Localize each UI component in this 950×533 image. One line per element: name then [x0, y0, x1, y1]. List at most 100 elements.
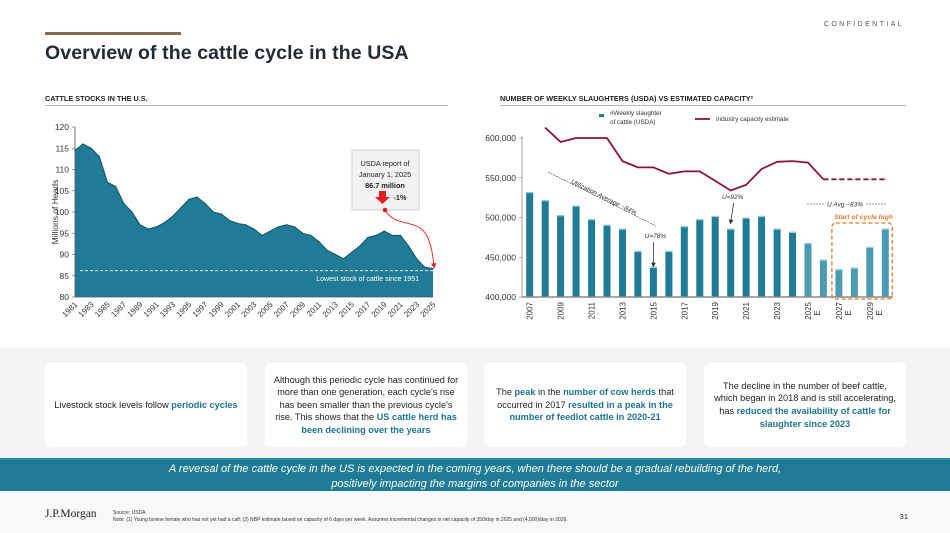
- capacity-point-2028E: [853, 178, 855, 180]
- highlighted-text: resulted in a peak in the number of feed…: [509, 399, 673, 423]
- card-text: Although this periodic cycle has continu…: [273, 374, 459, 437]
- highlighted-text: US cattle herd has been declining over t…: [301, 412, 457, 435]
- data-point-1998: [212, 211, 214, 213]
- bar-2014: [634, 250, 642, 297]
- capacity-point-2030E: [884, 178, 886, 180]
- bar-top-highlight: [619, 228, 626, 230]
- bar-top-highlight: [526, 192, 534, 194]
- y-tick-label: 90: [60, 250, 70, 260]
- y-tick-label: 105: [55, 186, 69, 196]
- y-tick-label: 100: [55, 207, 69, 217]
- y-axis-label: Millions of Heads: [50, 180, 60, 245]
- data-point-2022: [408, 245, 410, 247]
- y-tick-label: 120: [55, 122, 69, 132]
- data-point-1982: [82, 143, 84, 145]
- data-point-1991: [155, 226, 157, 228]
- x-tick-estimate-suffix: E: [813, 310, 822, 315]
- x-tick-label: 2011: [588, 301, 597, 319]
- x-tick-label: 2001: [223, 300, 242, 319]
- bar-2027E: [835, 269, 843, 297]
- right-chart-title: NUMBER OF WEEKLY SLAUGHTERS (USDA) VS ES…: [500, 94, 906, 106]
- bar-2013: [619, 228, 626, 297]
- x-tick-label: 2021: [742, 301, 751, 319]
- data-point-1996: [196, 196, 198, 198]
- utilization-average-line: [547, 171, 657, 227]
- bar-top-highlight: [819, 259, 827, 261]
- bar-2020: [727, 228, 735, 297]
- banner-line-1: A reversal of the cattle cycle in the US…: [168, 463, 782, 475]
- confidential-label: CONFIDENTIAL: [823, 21, 904, 28]
- data-point-1992: [163, 222, 166, 224]
- bar-2019: [711, 215, 719, 297]
- conclusion-banner: A reversal of the cattle cycle in the US…: [0, 458, 950, 491]
- x-tick-label: 2027: [835, 301, 844, 319]
- capacity-point-2027E: [838, 178, 840, 180]
- capacity-point-2013: [622, 160, 623, 162]
- bar-top-highlight: [680, 226, 688, 228]
- title-accent-bar: [45, 32, 181, 35]
- utilization-2015-label: U=78%: [645, 233, 667, 240]
- capacity-point-2019: [714, 180, 716, 182]
- bar-top-highlight: [588, 219, 596, 221]
- bar-2018: [696, 219, 704, 297]
- bar-2028E: [850, 267, 858, 297]
- legend-line-label: Industry capacity estimate: [716, 116, 789, 123]
- capacity-point-2017: [683, 170, 685, 172]
- charts-canvas: 8085909510010511011512019811983198519871…: [50, 110, 893, 320]
- capacity-point-2014: [637, 166, 639, 168]
- data-point-2012: [326, 249, 328, 251]
- x-tick-label: 1991: [142, 300, 161, 319]
- data-point-1983: [90, 147, 92, 149]
- bar-2007: [526, 192, 534, 297]
- data-point-1999: [220, 213, 223, 215]
- source-note: Source: USDA Note: (1) Young bovine fema…: [113, 510, 568, 524]
- highlighted-text: reduced the availability of cattle for s…: [736, 406, 891, 429]
- capacity-point-2010: [575, 137, 577, 139]
- x-tick-label: 2029: [866, 301, 875, 319]
- y-tick-label: 110: [55, 165, 69, 175]
- capacity-point-2016: [668, 173, 670, 175]
- card-text-segment: in the: [535, 387, 564, 398]
- callout-line-2: January 1, 2025: [359, 170, 411, 179]
- down-arrow-icon: [375, 191, 390, 204]
- data-point-1984: [98, 156, 100, 158]
- x-tick-label: 1999: [207, 300, 226, 319]
- bar-top-highlight: [603, 224, 611, 226]
- data-point-2019: [383, 230, 385, 232]
- data-point-1997: [204, 202, 206, 205]
- data-point-1989: [139, 224, 141, 226]
- capacity-point-2008: [544, 127, 546, 129]
- bar-top-highlight: [758, 215, 766, 218]
- bar-2026E: [819, 259, 827, 297]
- bar-top-highlight: [711, 215, 719, 218]
- data-point-1994: [180, 207, 182, 209]
- legend-bar-label-1: #Weekly slaughter: [610, 110, 662, 117]
- y-tick-label: 500,000: [485, 213, 516, 223]
- bar-2030E: [881, 228, 889, 297]
- capacity-point-2020: [730, 190, 732, 191]
- cattle-stock-area: [75, 144, 433, 297]
- y-tick-label: 450,000: [485, 252, 516, 262]
- x-tick-label: 2009: [557, 301, 566, 319]
- legend-bar-label-2: of cattle (USDA): [610, 119, 656, 126]
- bar-top-highlight: [866, 246, 874, 249]
- x-tick-label: 2013: [618, 301, 627, 319]
- capacity-point-2021: [745, 184, 747, 186]
- bar-2012: [603, 224, 611, 297]
- x-tick-label: 2013: [321, 300, 340, 319]
- page-number: 31: [899, 512, 908, 521]
- x-tick-label: 2015: [337, 300, 356, 319]
- data-point-2021: [399, 234, 402, 236]
- data-point-1995: [188, 198, 190, 200]
- data-point-2017: [367, 236, 369, 239]
- utilization-average-label: Utilization Average ~84%: [570, 178, 638, 217]
- cattle-stock-chart: 8085909510010511011512019811983198519871…: [50, 122, 438, 319]
- data-point-1993: [172, 215, 174, 217]
- bar-2017: [680, 226, 688, 297]
- data-point-2011: [318, 241, 320, 243]
- bar-2010: [572, 205, 580, 297]
- x-tick-label: 1987: [109, 300, 128, 319]
- bar-2024: [789, 231, 796, 297]
- card-text-segment: The decline in the number of beef cattle…: [714, 380, 896, 416]
- y-tick-label: 550,000: [485, 173, 516, 183]
